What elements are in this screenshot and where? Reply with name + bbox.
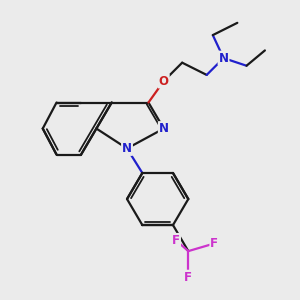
Text: O: O [159, 75, 169, 88]
Text: F: F [172, 234, 180, 247]
Text: N: N [159, 122, 169, 135]
Text: F: F [184, 271, 192, 284]
Text: N: N [122, 142, 132, 155]
Text: F: F [210, 237, 218, 250]
Text: N: N [218, 52, 229, 64]
